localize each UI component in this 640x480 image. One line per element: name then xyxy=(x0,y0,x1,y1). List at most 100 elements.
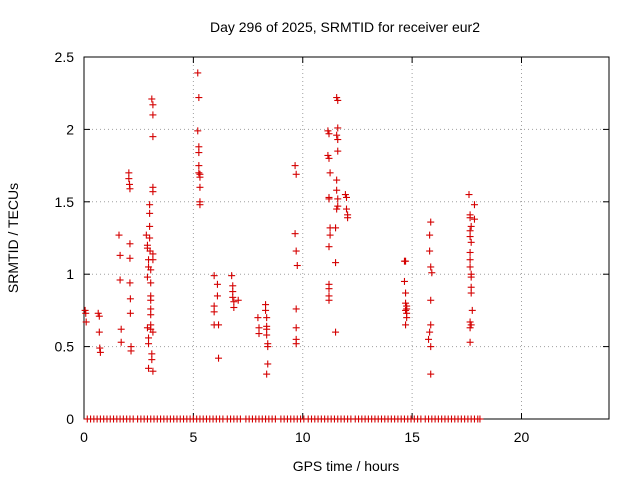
data-point xyxy=(229,293,237,301)
data-point xyxy=(194,127,202,135)
data-point xyxy=(324,151,332,159)
data-point xyxy=(145,364,153,372)
data-point xyxy=(467,238,475,246)
data-point xyxy=(402,257,410,265)
data-point xyxy=(195,149,203,157)
data-point xyxy=(466,263,474,271)
data-point xyxy=(95,312,103,320)
data-point xyxy=(341,191,349,199)
data-point xyxy=(143,324,151,332)
data-point xyxy=(149,256,157,264)
data-point xyxy=(291,230,299,238)
data-point xyxy=(115,231,123,239)
data-point xyxy=(255,330,263,338)
data-point xyxy=(196,183,204,191)
data-point xyxy=(476,415,484,423)
data-point xyxy=(333,94,341,102)
data-point xyxy=(82,318,90,326)
y-tick-label: 2.5 xyxy=(55,49,75,65)
data-point xyxy=(470,215,478,223)
data-point xyxy=(427,263,435,271)
data-point xyxy=(263,314,271,322)
data-point xyxy=(228,272,236,280)
data-point xyxy=(143,273,151,281)
data-point xyxy=(126,279,134,287)
x-tick-label: 15 xyxy=(404,429,420,445)
data-point xyxy=(465,191,473,199)
data-point xyxy=(332,259,340,267)
data-point xyxy=(333,205,341,213)
data-point xyxy=(334,136,342,144)
data-point xyxy=(82,309,90,317)
data-point xyxy=(147,311,155,319)
data-point xyxy=(142,231,150,239)
data-point xyxy=(325,243,333,251)
data-point xyxy=(326,169,334,177)
data-point xyxy=(146,222,154,230)
data-point xyxy=(195,94,203,102)
data-point xyxy=(332,224,340,232)
data-point xyxy=(425,335,433,343)
data-point xyxy=(96,348,104,356)
data-point xyxy=(254,314,262,322)
data-point xyxy=(325,285,333,293)
data-point xyxy=(426,231,434,239)
data-point xyxy=(146,209,154,217)
data-point xyxy=(194,69,202,77)
data-point xyxy=(403,314,411,322)
data-point xyxy=(325,195,333,203)
x-tick-label: 0 xyxy=(80,429,88,445)
data-point xyxy=(324,127,332,135)
x-tick-label: 20 xyxy=(514,429,530,445)
data-point xyxy=(427,218,435,226)
data-point xyxy=(195,162,203,170)
data-point xyxy=(148,95,156,103)
data-point xyxy=(94,309,102,317)
data-point xyxy=(468,306,476,314)
data-point xyxy=(196,201,204,209)
data-point xyxy=(334,195,342,203)
data-point xyxy=(426,328,434,336)
y-tick-label: 0 xyxy=(66,411,74,427)
data-point xyxy=(466,256,474,264)
data-point xyxy=(325,154,333,162)
data-point xyxy=(126,309,134,317)
data-point xyxy=(427,370,435,378)
data-point xyxy=(292,170,300,178)
data-point xyxy=(125,175,133,183)
data-point xyxy=(470,201,478,209)
data-point xyxy=(81,306,89,314)
data-point xyxy=(146,201,154,209)
data-point xyxy=(334,202,342,210)
data-point xyxy=(333,131,341,139)
data-point xyxy=(292,324,300,332)
data-point xyxy=(215,354,223,362)
data-point xyxy=(466,214,474,222)
data-point xyxy=(467,289,475,297)
x-axis-label: GPS time / hours xyxy=(293,458,400,474)
chart-title: Day 296 of 2025, SRMTID for receiver eur… xyxy=(210,19,480,35)
y-tick-label: 1.5 xyxy=(55,194,75,210)
data-point xyxy=(325,130,333,138)
data-point xyxy=(230,304,238,312)
data-point xyxy=(149,328,157,336)
data-point xyxy=(117,325,125,333)
data-point xyxy=(343,193,350,201)
data-point xyxy=(291,162,299,170)
data-points xyxy=(81,69,484,423)
data-point xyxy=(467,321,475,329)
data-point xyxy=(149,111,157,119)
data-point xyxy=(196,170,204,178)
data-point xyxy=(213,292,221,300)
data-point xyxy=(334,124,342,132)
data-point xyxy=(149,367,157,375)
data-point xyxy=(234,296,242,304)
data-point xyxy=(293,262,301,270)
data-point xyxy=(126,240,134,248)
data-point xyxy=(292,247,300,255)
x-tick-label: 5 xyxy=(189,429,197,445)
data-point xyxy=(466,324,474,332)
data-point xyxy=(147,296,155,304)
data-point xyxy=(332,328,340,336)
plot-frame xyxy=(83,56,610,420)
